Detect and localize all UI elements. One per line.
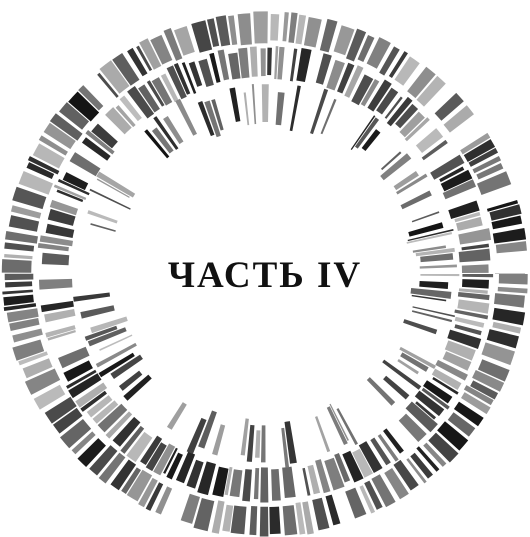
ring-segment bbox=[462, 264, 489, 273]
ring-segment bbox=[260, 467, 268, 502]
ring-segment bbox=[5, 274, 34, 280]
ring-segment bbox=[261, 48, 266, 76]
ring-segment bbox=[495, 273, 525, 274]
ring-segment bbox=[261, 425, 266, 462]
ring-segment bbox=[499, 274, 528, 285]
ring-segment bbox=[267, 48, 272, 76]
ring-segment bbox=[462, 274, 493, 277]
ring-segment bbox=[253, 11, 268, 43]
ring-segment bbox=[2, 259, 32, 273]
ring-segment bbox=[270, 14, 279, 41]
ring-segment bbox=[260, 507, 269, 537]
page: ЧАСТЬ IV (() => { const data = JSON.pars… bbox=[0, 0, 530, 537]
ring-segment bbox=[262, 84, 269, 122]
part-title: ЧАСТЬ IV bbox=[168, 255, 362, 296]
ring-segment bbox=[269, 507, 280, 534]
part-title-illustration: ЧАСТЬ IV bbox=[0, 0, 530, 537]
